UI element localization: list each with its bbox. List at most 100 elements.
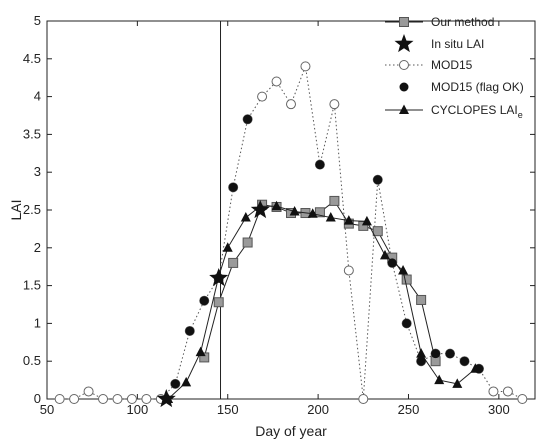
legend-entry: Our method [385, 15, 494, 29]
data-point [54, 394, 65, 404]
data-point [431, 349, 441, 359]
x-tick-label: 300 [488, 402, 510, 417]
data-point [195, 346, 206, 357]
data-point [379, 249, 390, 260]
x-tick-label: 250 [398, 402, 420, 417]
legend-entry: CYCLOPES LAIe [385, 103, 523, 120]
legend-marker [394, 34, 414, 53]
data-point [228, 182, 238, 192]
y-axis-label: LAI [8, 199, 24, 220]
data-point [329, 99, 340, 110]
data-point [98, 394, 109, 404]
data-point [488, 386, 499, 397]
data-point [126, 394, 137, 404]
legend-entry: In situ LAI [394, 34, 484, 53]
data-point [185, 326, 195, 336]
legend-marker [399, 17, 409, 27]
data-point [222, 242, 233, 252]
data-point [434, 374, 445, 385]
data-point [243, 114, 253, 124]
data-point [141, 394, 152, 404]
legend-label: Our method [431, 15, 494, 29]
x-axis-label: Day of year [255, 423, 327, 439]
data-point [387, 258, 397, 268]
series [54, 61, 528, 408]
data-point [361, 215, 372, 226]
legend-marker [399, 82, 409, 92]
y-tick-label: 4 [34, 89, 41, 104]
y-tick-label: 3 [34, 164, 41, 179]
data-point [69, 394, 80, 404]
y-tick-label: 1.5 [23, 278, 41, 293]
y-tick-label: 3.5 [23, 126, 41, 141]
y-tick-label: 2.5 [23, 202, 41, 217]
x-tick-label: 100 [127, 402, 149, 417]
data-point [325, 212, 336, 222]
data-point [416, 348, 427, 358]
data-point [271, 200, 282, 211]
data-point [314, 207, 325, 218]
data-point [112, 394, 123, 404]
data-point [257, 91, 268, 102]
data-point [228, 257, 239, 268]
data-point [358, 394, 369, 404]
series-1 [156, 200, 270, 408]
y-tick-label: 4.5 [23, 51, 41, 66]
data-point [373, 175, 383, 185]
data-point [401, 274, 412, 285]
y-tick-label: 1 [34, 315, 41, 330]
legend: Our method In situ LAI MOD15 MOD15 (flag OK… [385, 15, 524, 120]
data-point [250, 200, 270, 219]
data-point [517, 394, 528, 404]
data-point [242, 237, 253, 248]
data-point [213, 297, 224, 308]
data-point [445, 349, 455, 359]
legend-marker [399, 104, 409, 114]
legend-label: In situ LAI [431, 37, 484, 51]
data-point [156, 389, 176, 408]
data-point [286, 99, 296, 110]
data-point [343, 215, 354, 225]
y-tick-label: 0 [34, 391, 41, 406]
data-point [315, 160, 325, 170]
data-point [209, 268, 229, 287]
data-point [300, 61, 311, 72]
legend-entry: MOD15 (flag OK) [399, 80, 524, 94]
x-tick-label: 50 [40, 402, 54, 417]
series-3 [170, 114, 484, 389]
data-point [416, 356, 426, 366]
legend-label: MOD15 [431, 58, 473, 72]
series-0 [199, 195, 441, 367]
data-point [170, 379, 180, 389]
series-4 [163, 200, 481, 403]
data-point [83, 386, 94, 397]
legend-entry: MOD15 [385, 58, 473, 72]
data-point [289, 206, 300, 216]
x-tick-label: 200 [307, 402, 329, 417]
legend-label: MOD15 (flag OK) [431, 80, 524, 94]
data-point [416, 294, 427, 305]
data-point [502, 386, 513, 397]
data-point [398, 264, 409, 275]
data-point [402, 318, 412, 328]
legend-subscript: e [518, 110, 523, 120]
data-point [271, 76, 282, 87]
y-tick-label: 5 [34, 13, 41, 28]
data-point [329, 195, 340, 206]
data-point [474, 364, 484, 374]
legend-marker [399, 60, 409, 70]
axes: 50 100 150 200 250 300 0 0.5 1 1.5 2 2.5 3 3.5 4 4.5 5 Da… [8, 13, 536, 439]
data-point [452, 378, 463, 388]
series-line [203, 200, 437, 362]
data-point [199, 352, 210, 363]
data-point [343, 265, 354, 276]
y-tick-label: 2 [34, 240, 41, 255]
data-point [199, 296, 209, 306]
data-point [307, 208, 318, 218]
y-tick-label: 0.5 [23, 353, 41, 368]
data-point [240, 212, 251, 222]
legend-label: CYCLOPES LAIe [431, 103, 523, 120]
data-point [372, 226, 383, 237]
data-point [181, 376, 192, 387]
